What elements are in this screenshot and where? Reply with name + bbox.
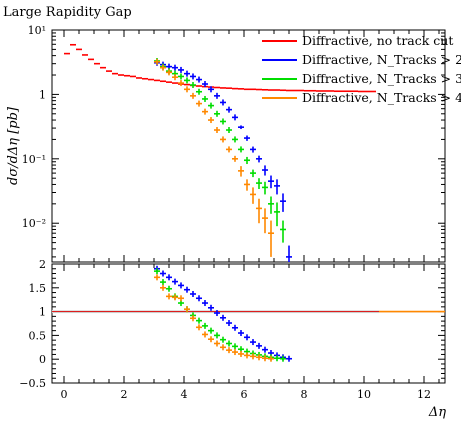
- x-axis-label: Δη: [428, 405, 446, 420]
- y-axis-label: dσ/dΔη [pb]: [6, 106, 21, 185]
- series-1: [154, 59, 292, 262]
- legend-label-ntracks-2: Diffractive, N_Tracks > 2: [302, 52, 461, 67]
- ratio-y-tick-label: −0.5: [19, 377, 46, 390]
- x-tick-label: 2: [121, 388, 128, 401]
- ratio-y-tick-label: 2: [39, 258, 46, 271]
- series-0: [64, 43, 376, 93]
- x-tick-label: 12: [417, 388, 431, 401]
- legend: Diffractive, no track cut Diffractive, N…: [262, 33, 461, 105]
- main-plot-area: [64, 43, 376, 262]
- x-tick-label: 4: [181, 388, 188, 401]
- legend-label-no-cut: Diffractive, no track cut: [302, 33, 453, 48]
- ratio-panel-frame: [51, 263, 446, 384]
- ratio-y-tick-label: 0.5: [29, 329, 47, 342]
- main-y-tick-label: 10⁻²: [22, 217, 46, 230]
- series-2: [154, 58, 286, 243]
- ratio-y-tick-label: 1.5: [29, 282, 47, 295]
- main-panel-frame: [51, 29, 446, 263]
- x-tick-label: 6: [241, 388, 248, 401]
- ratio-series-3: [154, 274, 274, 362]
- ratio-y-axis: 2 1.5 1 0.5 0 −0.5: [19, 258, 445, 390]
- legend-label-ntracks-3: Diffractive, N_Tracks > 3: [302, 71, 461, 86]
- chart-title: Large Rapidity Gap: [3, 5, 132, 20]
- legend-label-ntracks-4: Diffractive, N_Tracks > 4: [302, 90, 461, 105]
- ratio-plot-area: [52, 265, 445, 362]
- ratio-y-tick-label: 1: [39, 306, 46, 319]
- x-tick-label: 8: [301, 388, 308, 401]
- main-y-tick-label: 10⁻¹: [22, 153, 46, 166]
- x-axis: 0 2 4 6 8 10 12: [61, 30, 440, 401]
- main-y-axis: 10¹ 1 10⁻¹ 10⁻²: [22, 24, 445, 258]
- x-tick-label: 10: [357, 388, 371, 401]
- main-y-tick-label: 1: [39, 88, 46, 101]
- main-y-tick-label: 10¹: [28, 24, 46, 37]
- x-tick-label: 0: [61, 388, 68, 401]
- ratio-y-tick-label: 0: [39, 353, 46, 366]
- series-3: [154, 58, 274, 257]
